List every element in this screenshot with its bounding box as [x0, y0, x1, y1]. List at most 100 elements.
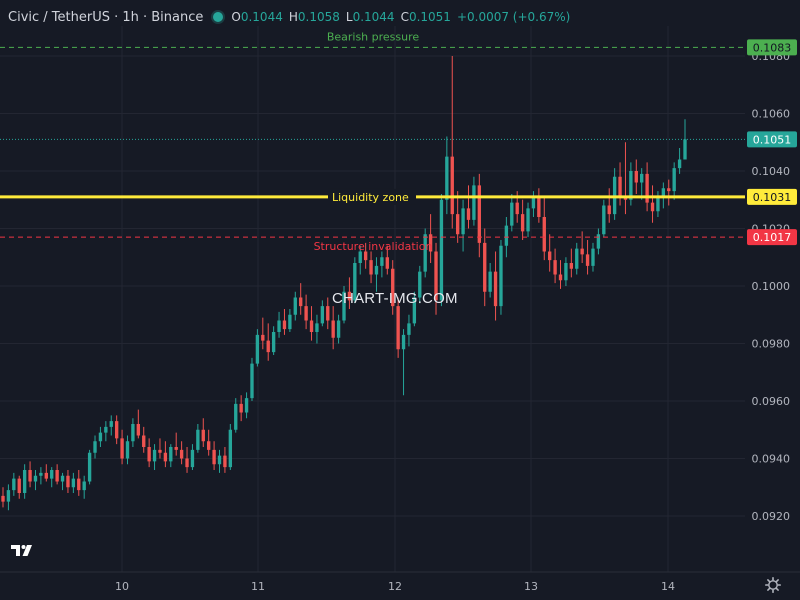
candle-body — [564, 263, 568, 281]
price-tick-label: 0.0960 — [752, 395, 791, 408]
candle-body — [385, 257, 389, 269]
candle-body — [569, 263, 574, 269]
candle-body — [261, 334, 265, 341]
tradingview-logo-icon[interactable] — [10, 540, 38, 560]
candle-body — [607, 205, 611, 215]
candle-body — [196, 429, 200, 450]
candle-body — [33, 475, 38, 482]
candle-body — [488, 271, 492, 292]
candle-body — [299, 297, 303, 307]
candle-body — [493, 271, 498, 307]
price-tick-label: 0.1060 — [752, 108, 791, 121]
candle-body — [217, 455, 222, 465]
candle-body — [455, 214, 460, 235]
price-levels: Bearish pressure Liquidity zone Structure … — [0, 30, 745, 253]
candle-body — [445, 156, 449, 200]
candle-body — [315, 323, 319, 332]
candle-body — [526, 208, 530, 232]
candle-body — [136, 424, 140, 436]
candle-body — [363, 251, 368, 261]
candle-body — [244, 398, 249, 413]
candle-body — [22, 470, 27, 493]
candle-body — [661, 188, 666, 197]
candle-body — [520, 214, 525, 232]
price-tag-label: 0.1083 — [753, 41, 792, 54]
candle-body — [434, 251, 438, 301]
chart-legend-header: Civic / TetherUS · 1h · Binance O 0.1044… — [8, 8, 570, 26]
candle-body — [201, 429, 205, 442]
candle-body — [336, 320, 341, 338]
candle-body — [656, 196, 660, 212]
candle-body — [439, 199, 444, 301]
candle-body — [396, 306, 400, 350]
time-axis[interactable]: 10 11 12 13 14 — [0, 571, 800, 600]
candle-body — [650, 202, 655, 212]
time-tick-label: 10 — [115, 580, 129, 593]
candle-body — [190, 449, 195, 468]
candle-body — [147, 447, 151, 462]
candle-body — [82, 481, 86, 491]
symbol-title[interactable]: Civic / TetherUS · 1h · Binance — [8, 9, 204, 25]
high-label: H — [288, 10, 298, 24]
candle-body — [50, 470, 54, 479]
candle-body — [683, 139, 687, 160]
candle-body — [125, 441, 130, 459]
candle-body — [223, 455, 227, 468]
open-label: O — [231, 10, 241, 24]
candle-body — [326, 306, 330, 321]
candle-body — [239, 403, 243, 413]
candle-body — [412, 297, 417, 324]
candle-body — [174, 447, 178, 450]
candle-body — [71, 478, 76, 488]
settings-gear-icon[interactable] — [765, 577, 781, 593]
candle-body — [618, 176, 622, 197]
candle-body — [353, 263, 357, 301]
candle-body — [602, 205, 606, 235]
candle-body — [179, 449, 184, 459]
time-tick-label: 12 — [388, 580, 402, 593]
candle-body — [98, 432, 103, 442]
last-price-tag-label: 0.1051 — [753, 133, 792, 146]
chart-grid — [0, 26, 745, 572]
candle-body — [114, 421, 119, 439]
price-axis-background — [745, 0, 800, 600]
candle-body — [44, 472, 48, 479]
price-tag — [747, 188, 797, 205]
time-axis-background — [0, 572, 800, 600]
candle-body — [93, 441, 97, 453]
candle-body — [504, 225, 509, 246]
candle-body — [575, 248, 579, 269]
candle-body — [358, 251, 362, 263]
candle-body — [266, 340, 270, 353]
candle-body — [39, 472, 43, 476]
candle-body — [342, 291, 346, 321]
candle-body — [158, 449, 162, 453]
price-tick-label: 0.1000 — [752, 280, 791, 293]
candle-body — [585, 254, 590, 266]
candle-body — [109, 421, 113, 427]
price-tick-label: 0.1040 — [752, 165, 791, 178]
level-label: Structure invalidation — [314, 240, 433, 253]
market-status-dot-icon — [213, 12, 224, 22]
candle-body — [542, 217, 546, 252]
price-tick-label: 0.0980 — [752, 338, 791, 351]
time-tick-label: 13 — [524, 580, 538, 593]
candle-body — [142, 435, 146, 447]
candle-body — [380, 257, 384, 266]
candle-body — [510, 202, 514, 226]
candle-body — [391, 268, 395, 307]
candle-body — [185, 458, 189, 468]
candle-body — [320, 306, 325, 324]
candle-body — [418, 271, 422, 298]
candle-body — [477, 185, 481, 243]
candle-body — [12, 478, 16, 491]
high-value: 0.1058 — [297, 10, 340, 24]
candle-body — [472, 185, 476, 220]
price-axis[interactable]: 0.09200.09400.09600.09800.10000.10200.10… — [745, 0, 800, 600]
time-tick-label: 14 — [661, 580, 675, 593]
candle-body — [553, 260, 557, 275]
close-value: 0.1051 — [408, 10, 451, 24]
candle-body — [28, 470, 32, 482]
candle-body — [667, 188, 671, 192]
